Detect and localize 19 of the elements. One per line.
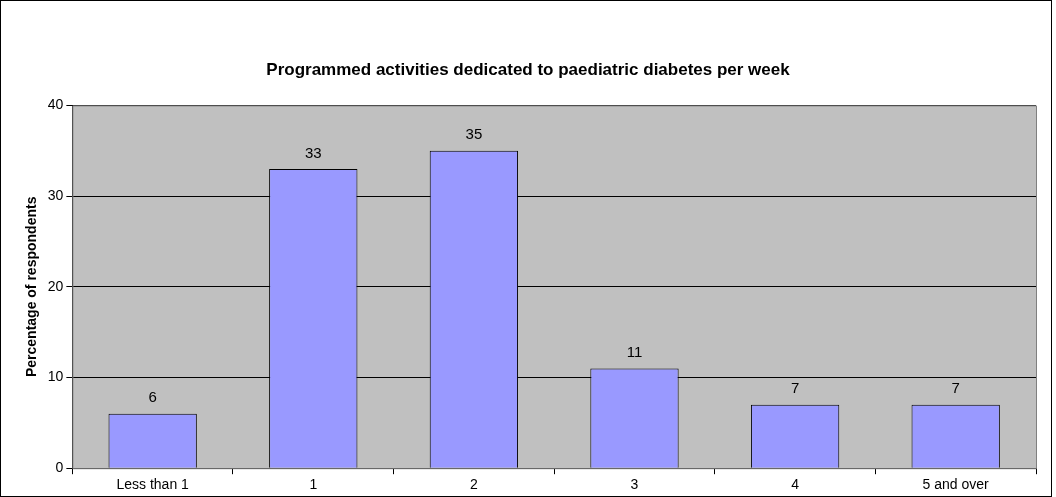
x-tick-label: 5 and over (922, 476, 990, 493)
data-label: 7 (951, 379, 960, 397)
data-label: 6 (148, 388, 157, 406)
data-label: 7 (790, 379, 800, 397)
y-axis-title: Percentage of respondents (23, 196, 40, 378)
x-tick-label: Less than 1 (116, 476, 190, 493)
x-tick-label: 3 (630, 476, 639, 493)
data-label: 11 (626, 343, 643, 361)
y-tick-label: 40 (47, 96, 64, 113)
chart-title: Programmed activities dedicated to paediatric diabetes per week (266, 59, 791, 79)
y-tick-label: 20 (47, 277, 64, 294)
data-label: 35 (465, 125, 483, 143)
x-tick-label: 4 (791, 476, 800, 493)
y-tick-label: 0 (55, 459, 64, 476)
x-tick-label: 2 (469, 476, 478, 493)
y-tick-label: 30 (47, 186, 64, 203)
data-label: 33 (304, 143, 322, 161)
x-tick-label: 1 (309, 476, 318, 493)
y-tick-label: 10 (47, 368, 64, 385)
